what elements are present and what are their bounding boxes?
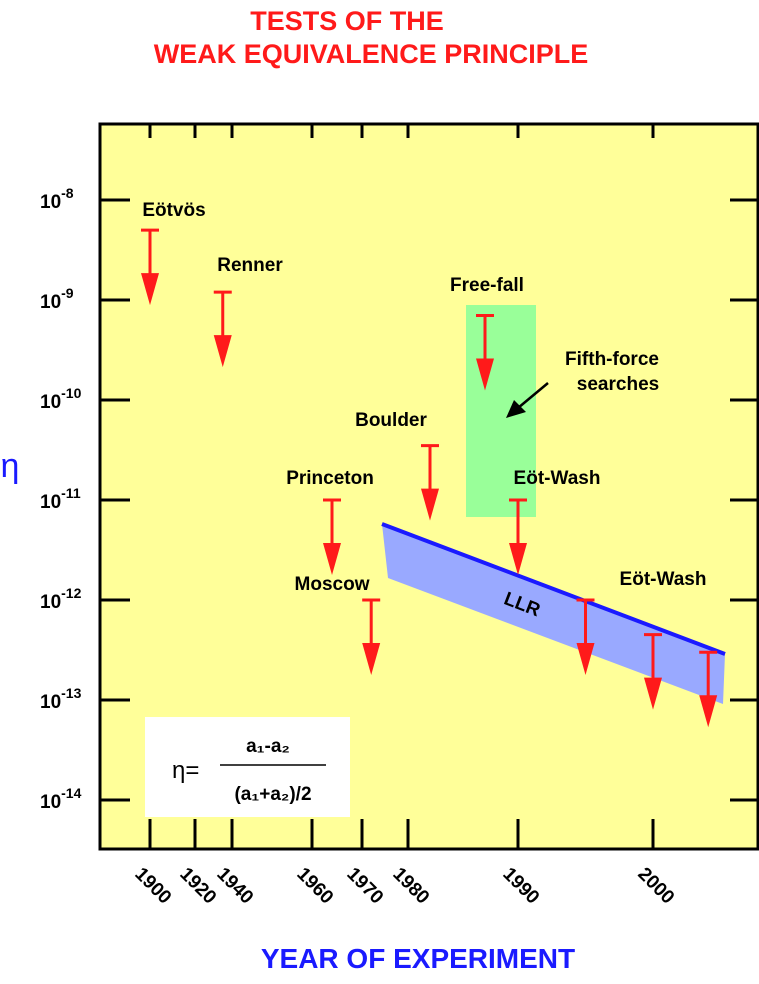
upper-limit-4: Boulder <box>355 410 439 521</box>
x-tick-label-4: 1970 <box>342 864 387 909</box>
x-tick-label-1: 1920 <box>175 864 220 909</box>
chart-title-line1: TESTS OF THE <box>250 6 444 36</box>
upper-limit-7: Eöt-Wash <box>576 569 707 675</box>
x-tick-label-5: 1980 <box>388 864 433 909</box>
formula-lhs: η= <box>172 757 199 784</box>
y-tick-label-6: 10-14 <box>40 785 82 813</box>
x-tick-label-6: 1990 <box>498 864 543 909</box>
llr-boundary-line <box>381 522 726 656</box>
x-axis-label: YEAR OF EXPERIMENT <box>261 943 575 974</box>
x-tick-label-7: 2000 <box>633 864 678 909</box>
upper-limit-9 <box>699 650 718 728</box>
x-tick-label-2: 1940 <box>212 864 257 909</box>
y-tick-label-0: 10-8 <box>40 185 74 213</box>
upper-limit-label-5: Free-fall <box>450 275 524 296</box>
y-tick-label-4: 10-12 <box>40 585 82 613</box>
upper-limit-label-7: Eöt-Wash <box>620 569 707 590</box>
formula-denominator: (a₁+a₂)/2 <box>234 784 311 805</box>
chart-title-line2: WEAK EQUIVALENCE PRINCIPLE <box>154 39 589 69</box>
formula-numerator: a₁-a₂ <box>246 736 290 757</box>
formula-box <box>145 717 350 817</box>
upper-limit-label-2: Princeton <box>286 468 374 489</box>
upper-limit-1: Renner <box>213 255 283 368</box>
upper-limit-2: Princeton <box>286 468 374 575</box>
x-tick-label-0: 1900 <box>130 864 175 909</box>
upper-limit-5: Free-fall <box>450 275 524 391</box>
upper-limit-3: Moscow <box>295 574 381 675</box>
upper-limit-0: Eötvös <box>141 200 206 306</box>
y-axis-label: η <box>1 447 20 485</box>
upper-limit-label-3: Moscow <box>295 574 370 595</box>
fifth-force-label-line2: searches <box>577 374 659 395</box>
upper-limit-label-0: Eötvös <box>142 200 205 221</box>
upper-limit-label-4: Boulder <box>355 410 427 431</box>
fifth-force-arrow <box>506 382 549 418</box>
y-tick-label-1: 10-9 <box>40 285 74 313</box>
upper-limit-8 <box>644 633 662 710</box>
x-tick-label-3: 1960 <box>292 864 337 909</box>
upper-limit-label-6: Eöt-Wash <box>514 468 601 489</box>
fifth-force-label-line1: Fifth-force <box>565 349 659 370</box>
upper-limit-6: Eöt-Wash <box>509 468 600 575</box>
y-tick-label-2: 10-10 <box>40 385 82 413</box>
llr-band <box>382 524 725 704</box>
y-axis: 10-8 10-9 10-10 10-11 10-12 10-13 10-14 <box>40 185 758 813</box>
upper-limit-label-1: Renner <box>217 255 283 276</box>
y-tick-label-3: 10-11 <box>40 485 81 513</box>
upper-limits: Eötvös Renner Princeton Moscow Boulder Free-f… <box>141 200 718 728</box>
y-tick-label-5: 10-13 <box>40 685 82 713</box>
